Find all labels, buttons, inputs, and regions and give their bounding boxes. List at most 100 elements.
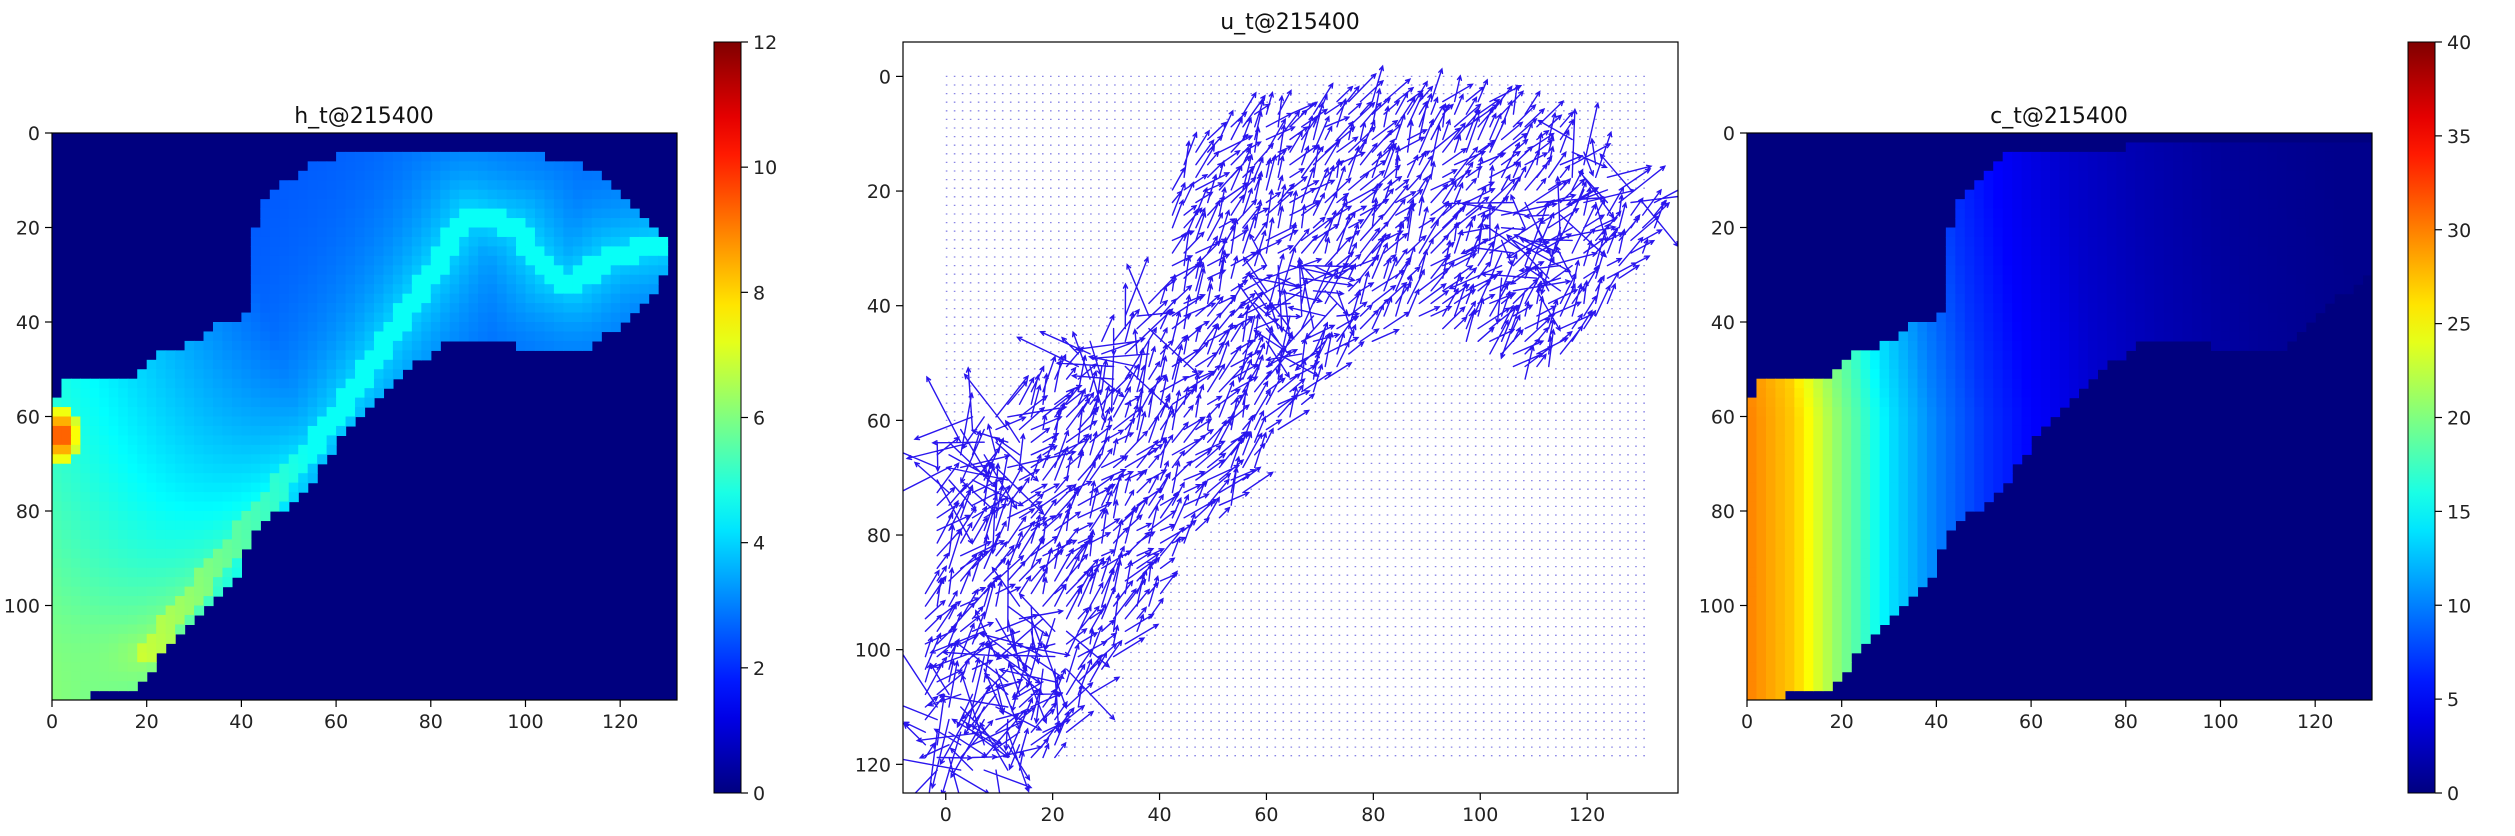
h-heatmap-cell [99, 652, 110, 663]
h-heatmap-cell [355, 199, 366, 210]
c-heatmap-cell [2220, 161, 2231, 172]
c-heatmap-cell [2144, 312, 2155, 323]
h-heatmap-cell [194, 577, 205, 588]
c-heatmap-cell [1974, 227, 1985, 238]
c-heatmap-cell [1822, 633, 1833, 644]
c-heatmap-cell [2097, 293, 2108, 304]
c-heatmap-cell [2078, 293, 2089, 304]
h-heatmap-cell [610, 284, 621, 295]
c-heatmap-cell [1860, 558, 1871, 569]
h-heatmap-cell [288, 416, 299, 427]
h-heatmap-cell [440, 180, 451, 191]
h-heatmap-cell [118, 435, 129, 446]
c-heatmap-cell [2173, 199, 2184, 210]
h-heatmap-cell [222, 463, 233, 474]
h-heatmap-cell [345, 388, 356, 399]
c-heatmap-cell [1926, 444, 1937, 455]
c-heatmap-cell [2220, 180, 2231, 191]
c-heatmap-cell [2315, 236, 2326, 247]
h-heatmap-cell [99, 548, 110, 559]
h-heatmap-cell [392, 255, 403, 266]
h-colorbar-bar [713, 41, 742, 794]
c-heatmap-cell [1803, 681, 1814, 692]
h-heatmap-cell [52, 511, 63, 522]
c-heatmap-cell [2012, 218, 2023, 229]
h-heatmap-cell [288, 454, 299, 465]
c-heatmap-cell [2050, 350, 2061, 361]
c-heatmap-cell [1870, 624, 1881, 635]
c-heatmap-cell [2068, 378, 2080, 389]
h-heatmap-cell [620, 227, 631, 238]
c-heatmap-cell [1879, 539, 1890, 550]
h-heatmap-cell [402, 246, 413, 257]
h-heatmap-cell [288, 359, 299, 370]
h-heatmap-cell [269, 425, 280, 436]
c-heatmap-cell [2173, 151, 2184, 162]
h-heatmap-cell [534, 303, 546, 314]
h-heatmap-cell [184, 388, 195, 399]
h-heatmap-cell [345, 350, 356, 361]
c-heatmap-cell [2296, 218, 2307, 229]
c-heatmap-cell [1747, 662, 1758, 673]
h-heatmap-cell [250, 511, 261, 522]
h-heatmap-cell [241, 407, 252, 418]
h-heatmap-cell [497, 218, 508, 229]
c-heatmap-cell [2040, 180, 2051, 191]
h-heatmap-cell [516, 151, 527, 162]
c-heatmap-cell [2135, 246, 2146, 257]
h-heatmap-cell [108, 378, 119, 389]
c-heatmap-cell [1765, 567, 1777, 578]
c-heatmap-cell [1813, 586, 1824, 597]
c-heatmap-cell [1841, 511, 1852, 522]
c-colorbar-tick-label: 25 [2447, 314, 2471, 336]
h-heatmap-cell [582, 303, 593, 314]
c-heatmap-cell [1775, 586, 1786, 597]
h-heatmap-cell [392, 312, 403, 323]
c-heatmap-cell [1993, 246, 2004, 257]
h-heatmap-cell [355, 340, 366, 351]
c-heatmap-cell [2343, 161, 2354, 172]
h-heatmap-cell [260, 482, 271, 493]
c-heatmap-cell [2343, 246, 2354, 257]
c-heatmap-cell [2211, 199, 2222, 210]
c-heatmap-cell [1822, 681, 1833, 692]
c-heatmap-cell [2012, 407, 2023, 418]
h-heatmap-cell [231, 463, 242, 474]
h-heatmap-cell [222, 350, 233, 361]
c-heatmap-cell [1794, 473, 1805, 484]
c-heatmap-cell [2050, 378, 2061, 389]
c-heatmap-cell [2154, 236, 2165, 247]
h-heatmap-cell [250, 227, 261, 238]
c-heatmap-cell [2362, 218, 2372, 229]
c-heatmap-cell [2239, 151, 2250, 162]
h-heatmap-cell [601, 284, 612, 295]
h-heatmap-cell [279, 444, 290, 455]
h-heatmap-cell [118, 662, 129, 673]
c-heatmap-cell [2211, 161, 2222, 172]
h-heatmap-cell [118, 567, 129, 578]
h-heatmap-cell [260, 435, 271, 446]
c-heatmap-cell [2002, 180, 2013, 191]
c-heatmap-cell [1974, 322, 1985, 333]
h-heatmap-cell [298, 331, 309, 342]
h-heatmap-cell [222, 520, 233, 531]
c-heatmap-cell [1832, 407, 1843, 418]
h-heatmap-cell [449, 274, 460, 285]
h-heatmap-cell [137, 614, 148, 625]
h-heatmap-cell [127, 388, 138, 399]
c-heatmap-cell [1889, 407, 1900, 418]
c-heatmap-cell [2277, 312, 2288, 323]
c-heatmap-cell [1879, 596, 1890, 607]
h-heatmap-cell [516, 180, 527, 191]
c-heatmap-cell [2050, 151, 2061, 162]
h-heatmap-cell [203, 407, 214, 418]
c-heatmap-cell [1841, 520, 1852, 531]
h-heatmap-cell [231, 529, 242, 540]
h-heatmap-cell [269, 331, 280, 342]
c-heatmap-cell [2173, 312, 2184, 323]
c-heatmap-cell [2211, 142, 2222, 153]
h-heatmap-cell [591, 227, 602, 238]
c-heatmap-cell [2059, 236, 2070, 247]
h-heatmap-cell [449, 151, 460, 162]
